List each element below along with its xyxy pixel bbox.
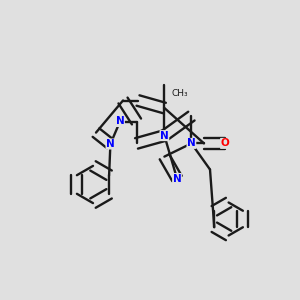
Text: N: N [116,116,124,127]
Text: N: N [187,138,196,148]
Text: N: N [160,130,169,141]
Text: N: N [172,173,182,184]
Text: O: O [220,138,230,148]
Text: CH₃: CH₃ [172,89,188,98]
Text: N: N [106,139,115,149]
